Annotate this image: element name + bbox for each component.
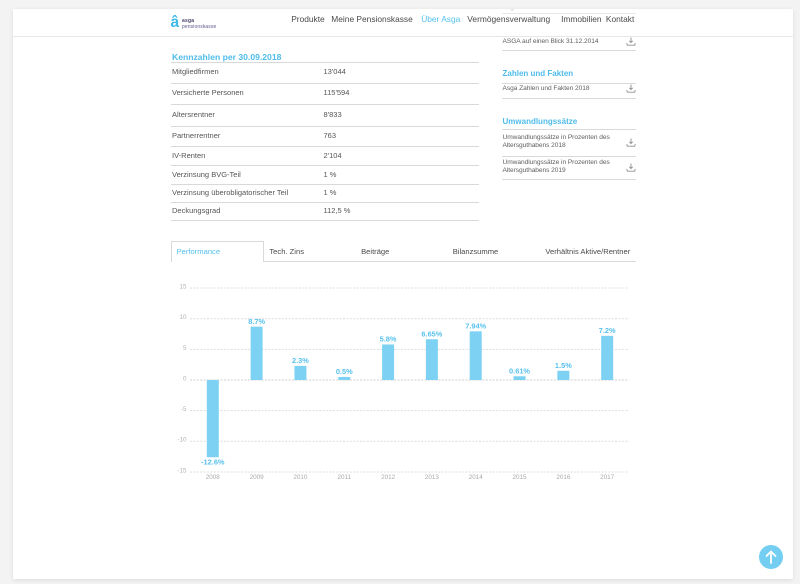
svg-text:2011: 2011 [337, 474, 351, 481]
svg-text:0.5%: 0.5% [336, 367, 353, 376]
svg-text:-15: -15 [177, 467, 187, 474]
svg-text:1.5%: 1.5% [555, 361, 572, 370]
svg-text:-5: -5 [181, 406, 187, 413]
svg-text:7.94%: 7.94% [465, 322, 486, 331]
svg-text:2008: 2008 [206, 474, 221, 481]
svg-text:2017: 2017 [600, 474, 615, 481]
svg-text:7.2%: 7.2% [599, 326, 616, 335]
svg-text:-10: -10 [177, 437, 187, 444]
svg-text:15: 15 [179, 283, 187, 290]
svg-text:2012: 2012 [381, 474, 396, 481]
svg-text:2016: 2016 [556, 474, 571, 481]
svg-text:2014: 2014 [469, 474, 484, 481]
svg-text:-12.6%: -12.6% [201, 458, 225, 467]
svg-text:5.8%: 5.8% [380, 335, 397, 344]
svg-text:8.7%: 8.7% [248, 317, 265, 326]
svg-text:2.3%: 2.3% [292, 356, 309, 365]
svg-text:2015: 2015 [513, 474, 528, 481]
svg-text:5: 5 [183, 345, 187, 352]
svg-text:0: 0 [183, 375, 187, 382]
svg-text:2010: 2010 [293, 474, 308, 481]
svg-text:2009: 2009 [250, 474, 265, 481]
svg-text:6.65%: 6.65% [421, 329, 442, 338]
svg-text:0.61%: 0.61% [509, 366, 530, 375]
svg-text:10: 10 [179, 314, 187, 321]
svg-text:2013: 2013 [425, 474, 440, 481]
